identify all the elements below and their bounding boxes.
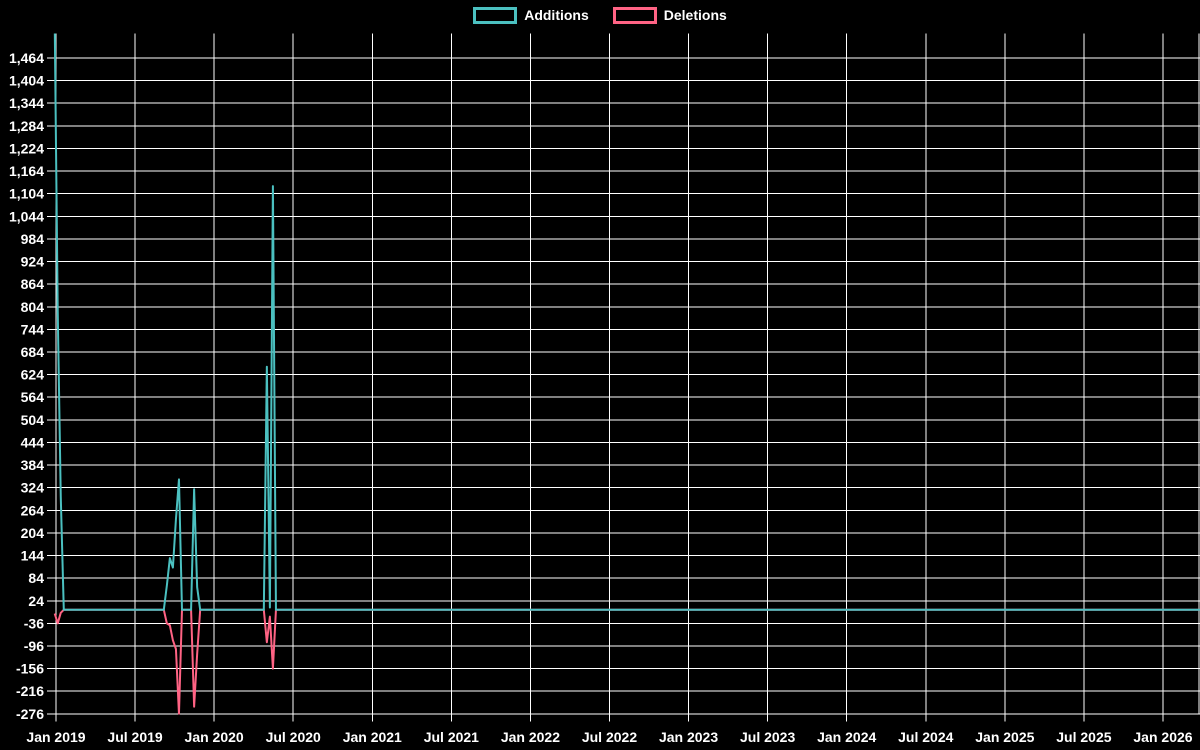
y-tick-label: -96	[24, 638, 44, 654]
y-tick-label: 264	[21, 502, 45, 518]
y-tick-label: 1,164	[9, 163, 44, 179]
x-tick-label: Jan 2026	[1133, 729, 1192, 745]
x-tick-label: Jul 2025	[1056, 729, 1111, 745]
x-tick-label: Jan 2025	[975, 729, 1034, 745]
series-line-additions	[53, 33, 1200, 611]
y-tick-labels: 1,464 1,404 1,344 1,284 1,224 1,164 1,104 1,044…	[9, 50, 44, 722]
y-tick-label: 984	[21, 231, 45, 247]
data-lines	[53, 33, 1200, 715]
legend-label-deletions: Deletions	[663, 7, 727, 23]
y-tick-label: 1,284	[9, 118, 44, 134]
y-tick-label: 804	[21, 299, 45, 315]
y-tick-label: -156	[16, 661, 44, 677]
y-tick-label: 24	[28, 593, 44, 609]
y-tick-label: 204	[21, 525, 45, 541]
x-tick-labels: Jan 2019 Jul 2019 Jan 2020 Jul 2020 Jan 2021…	[26, 729, 1192, 745]
y-tick-label: 1,104	[9, 186, 44, 202]
x-tick-label: Jan 2024	[817, 729, 876, 745]
y-tick-label: 864	[21, 276, 45, 292]
y-tick-label: -216	[16, 683, 44, 699]
x-tick-label: Jan 2019	[26, 729, 85, 745]
y-tick-label: 744	[21, 321, 45, 337]
x-tick-label: Jul 2022	[582, 729, 637, 745]
legend-label-additions: Additions	[524, 7, 589, 23]
y-tick-label: 1,344	[9, 95, 44, 111]
y-tick-label: -36	[24, 615, 44, 631]
x-tick-label: Jan 2021	[343, 729, 402, 745]
legend-item-additions[interactable]: Additions	[473, 7, 589, 24]
y-tick-label: 84	[28, 570, 44, 586]
y-tick-label: 624	[21, 367, 45, 383]
x-tick-label: Jul 2020	[266, 729, 321, 745]
legend-swatch-additions	[473, 7, 518, 24]
y-tick-label: 1,044	[9, 208, 44, 224]
y-grid	[47, 57, 1200, 715]
x-tick-label: Jan 2020	[185, 729, 244, 745]
x-tick-label: Jan 2023	[659, 729, 718, 745]
y-tick-label: 1,464	[9, 50, 44, 66]
y-tick-label: 324	[21, 480, 45, 496]
x-tick-label: Jan 2022	[501, 729, 560, 745]
legend-item-deletions[interactable]: Deletions	[612, 7, 727, 24]
y-tick-label: 504	[21, 412, 45, 428]
y-tick-label: 384	[21, 457, 45, 473]
y-tick-label: 1,224	[9, 140, 44, 156]
y-tick-label: -276	[16, 706, 44, 722]
chart-legend: Additions Deletions	[0, 7, 1200, 24]
x-tick-label: Jul 2023	[740, 729, 795, 745]
y-tick-label: 924	[21, 254, 45, 270]
y-tick-label: 144	[21, 548, 45, 564]
y-tick-label: 444	[21, 434, 45, 450]
x-grid	[55, 33, 1200, 722]
series-line-deletions	[53, 608, 1200, 715]
y-tick-label: 1,404	[9, 73, 44, 89]
x-tick-label: Jul 2021	[424, 729, 479, 745]
y-tick-label: 564	[21, 389, 45, 405]
x-tick-label: Jul 2019	[107, 729, 162, 745]
legend-swatch-deletions	[612, 7, 657, 24]
x-tick-label: Jul 2024	[898, 729, 953, 745]
y-tick-label: 684	[21, 344, 45, 360]
